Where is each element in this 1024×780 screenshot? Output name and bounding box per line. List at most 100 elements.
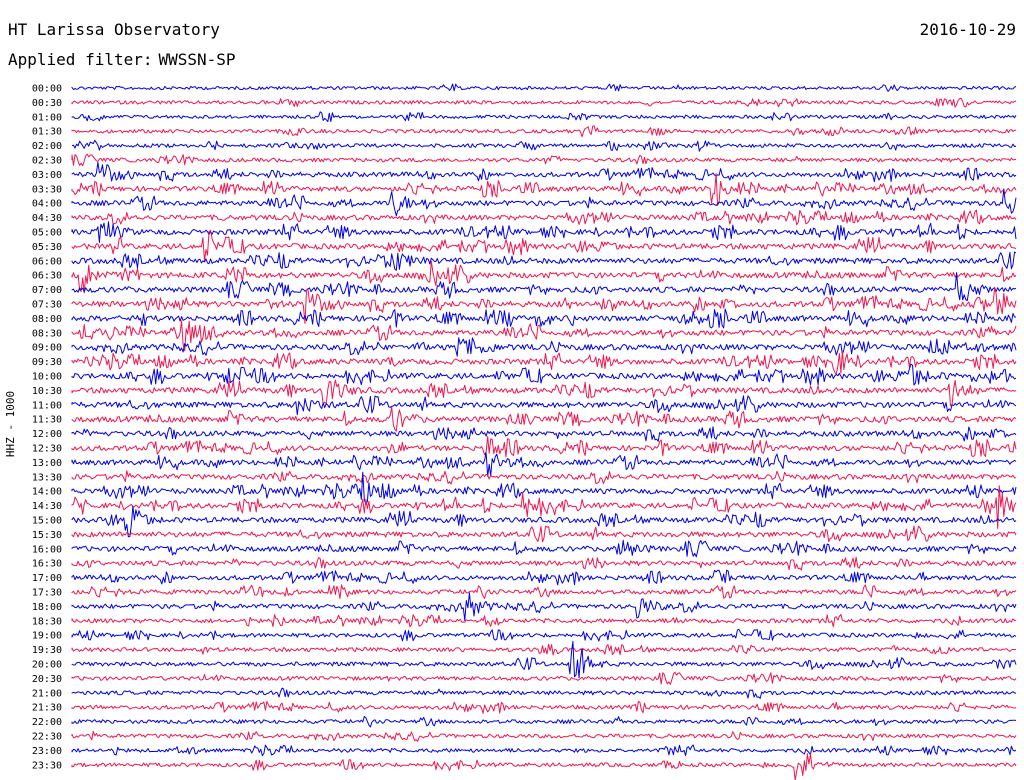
trace-2100 bbox=[71, 687, 1017, 699]
trace-1830 bbox=[71, 614, 1017, 628]
time-label: 23:30 bbox=[32, 760, 62, 771]
time-label: 03:30 bbox=[32, 184, 62, 195]
time-label: 18:00 bbox=[32, 602, 62, 613]
trace-1130 bbox=[71, 406, 1017, 432]
trace-0430 bbox=[71, 209, 1017, 226]
time-label: 11:00 bbox=[32, 400, 62, 411]
time-label: 06:00 bbox=[32, 256, 62, 267]
trace-0000 bbox=[71, 83, 1017, 92]
time-label: 21:30 bbox=[32, 703, 62, 714]
time-label: 12:00 bbox=[32, 429, 62, 440]
time-label: 16:30 bbox=[32, 559, 62, 570]
time-label: 06:30 bbox=[32, 271, 62, 282]
time-label: 17:30 bbox=[32, 588, 62, 599]
trace-0100 bbox=[71, 111, 1017, 123]
trace-1300 bbox=[71, 452, 1017, 477]
trace-layer bbox=[71, 83, 1017, 780]
time-label: 01:00 bbox=[32, 112, 62, 123]
time-label: 13:00 bbox=[32, 458, 62, 469]
trace-1500 bbox=[71, 505, 1017, 538]
trace-2000 bbox=[71, 640, 1017, 679]
time-label: 15:00 bbox=[32, 516, 62, 527]
time-label: 00:00 bbox=[32, 84, 62, 95]
time-label: 05:30 bbox=[32, 242, 62, 253]
time-label: 03:00 bbox=[32, 170, 62, 181]
trace-1200 bbox=[71, 426, 1017, 442]
trace-1930 bbox=[71, 643, 1017, 656]
trace-0300 bbox=[71, 161, 1017, 183]
trace-2300 bbox=[71, 744, 1017, 757]
trace-0200 bbox=[71, 139, 1017, 152]
trace-0230 bbox=[71, 153, 1017, 167]
time-label: 20:30 bbox=[32, 674, 62, 685]
trace-1400 bbox=[71, 471, 1017, 505]
time-label: 19:30 bbox=[32, 645, 62, 656]
time-label: 13:30 bbox=[32, 472, 62, 483]
filter-value: WWSSN-SP bbox=[158, 50, 236, 69]
time-label: 10:00 bbox=[32, 372, 62, 383]
trace-0900 bbox=[71, 337, 1017, 357]
time-label: 12:30 bbox=[32, 444, 62, 455]
trace-0730 bbox=[71, 286, 1017, 325]
trace-0930 bbox=[71, 350, 1017, 375]
trace-1330 bbox=[71, 470, 1017, 485]
trace-0030 bbox=[71, 97, 1017, 108]
trace-1600 bbox=[71, 539, 1017, 558]
trace-2230 bbox=[71, 730, 1017, 742]
time-label: 04:30 bbox=[32, 213, 62, 224]
trace-0630 bbox=[71, 260, 1017, 294]
trace-1430 bbox=[71, 485, 1017, 530]
filter-info: Applied filter: WWSSN-SP bbox=[8, 50, 236, 69]
time-label: 00:30 bbox=[32, 98, 62, 109]
station-title: HT Larissa Observatory bbox=[8, 20, 220, 39]
time-label: 11:30 bbox=[32, 415, 62, 426]
trace-1900 bbox=[71, 628, 1017, 642]
trace-0330 bbox=[71, 173, 1017, 206]
time-label: 14:30 bbox=[32, 501, 62, 512]
record-date: 2016-10-29 bbox=[919, 20, 1016, 39]
time-label: 17:00 bbox=[32, 573, 62, 584]
trace-0600 bbox=[71, 251, 1017, 271]
time-label: 09:00 bbox=[32, 343, 62, 354]
trace-1730 bbox=[71, 584, 1017, 599]
trace-0830 bbox=[71, 320, 1017, 352]
trace-2130 bbox=[71, 700, 1017, 714]
y-axis-label: HHZ - 1000 bbox=[4, 391, 17, 457]
time-label: 23:00 bbox=[32, 746, 62, 757]
trace-1630 bbox=[71, 556, 1017, 571]
trace-0400 bbox=[71, 188, 1017, 217]
time-label: 08:30 bbox=[32, 328, 62, 339]
time-label-layer: 00:00 00:30 01:00 01:30 02:00 02:30 03:00 03:30… bbox=[32, 84, 62, 772]
time-label: 19:00 bbox=[32, 631, 62, 642]
trace-2330 bbox=[71, 753, 1017, 780]
time-label: 02:00 bbox=[32, 141, 62, 152]
time-label: 01:30 bbox=[32, 127, 62, 138]
time-label: 21:00 bbox=[32, 688, 62, 699]
time-label: 14:00 bbox=[32, 487, 62, 498]
time-label: 22:30 bbox=[32, 732, 62, 743]
time-label: 22:00 bbox=[32, 717, 62, 728]
time-label: 16:00 bbox=[32, 544, 62, 555]
trace-1030 bbox=[71, 379, 1017, 407]
time-label: 07:30 bbox=[32, 300, 62, 311]
trace-0700 bbox=[71, 272, 1017, 301]
trace-2030 bbox=[71, 671, 1017, 685]
trace-1700 bbox=[71, 569, 1017, 586]
time-label: 20:00 bbox=[32, 660, 62, 671]
trace-0500 bbox=[71, 221, 1017, 243]
trace-1530 bbox=[71, 525, 1017, 543]
time-label: 04:00 bbox=[32, 199, 62, 210]
filter-label: Applied filter: bbox=[8, 50, 153, 69]
time-label: 09:30 bbox=[32, 357, 62, 368]
time-label: 10:30 bbox=[32, 386, 62, 397]
trace-0530 bbox=[71, 229, 1017, 262]
trace-2200 bbox=[71, 715, 1017, 728]
trace-0130 bbox=[71, 125, 1017, 138]
time-label: 07:00 bbox=[32, 285, 62, 296]
trace-1000 bbox=[71, 363, 1017, 386]
time-label: 05:00 bbox=[32, 228, 62, 239]
trace-1800 bbox=[71, 592, 1017, 621]
time-label: 15:30 bbox=[32, 530, 62, 541]
trace-1100 bbox=[71, 395, 1017, 416]
